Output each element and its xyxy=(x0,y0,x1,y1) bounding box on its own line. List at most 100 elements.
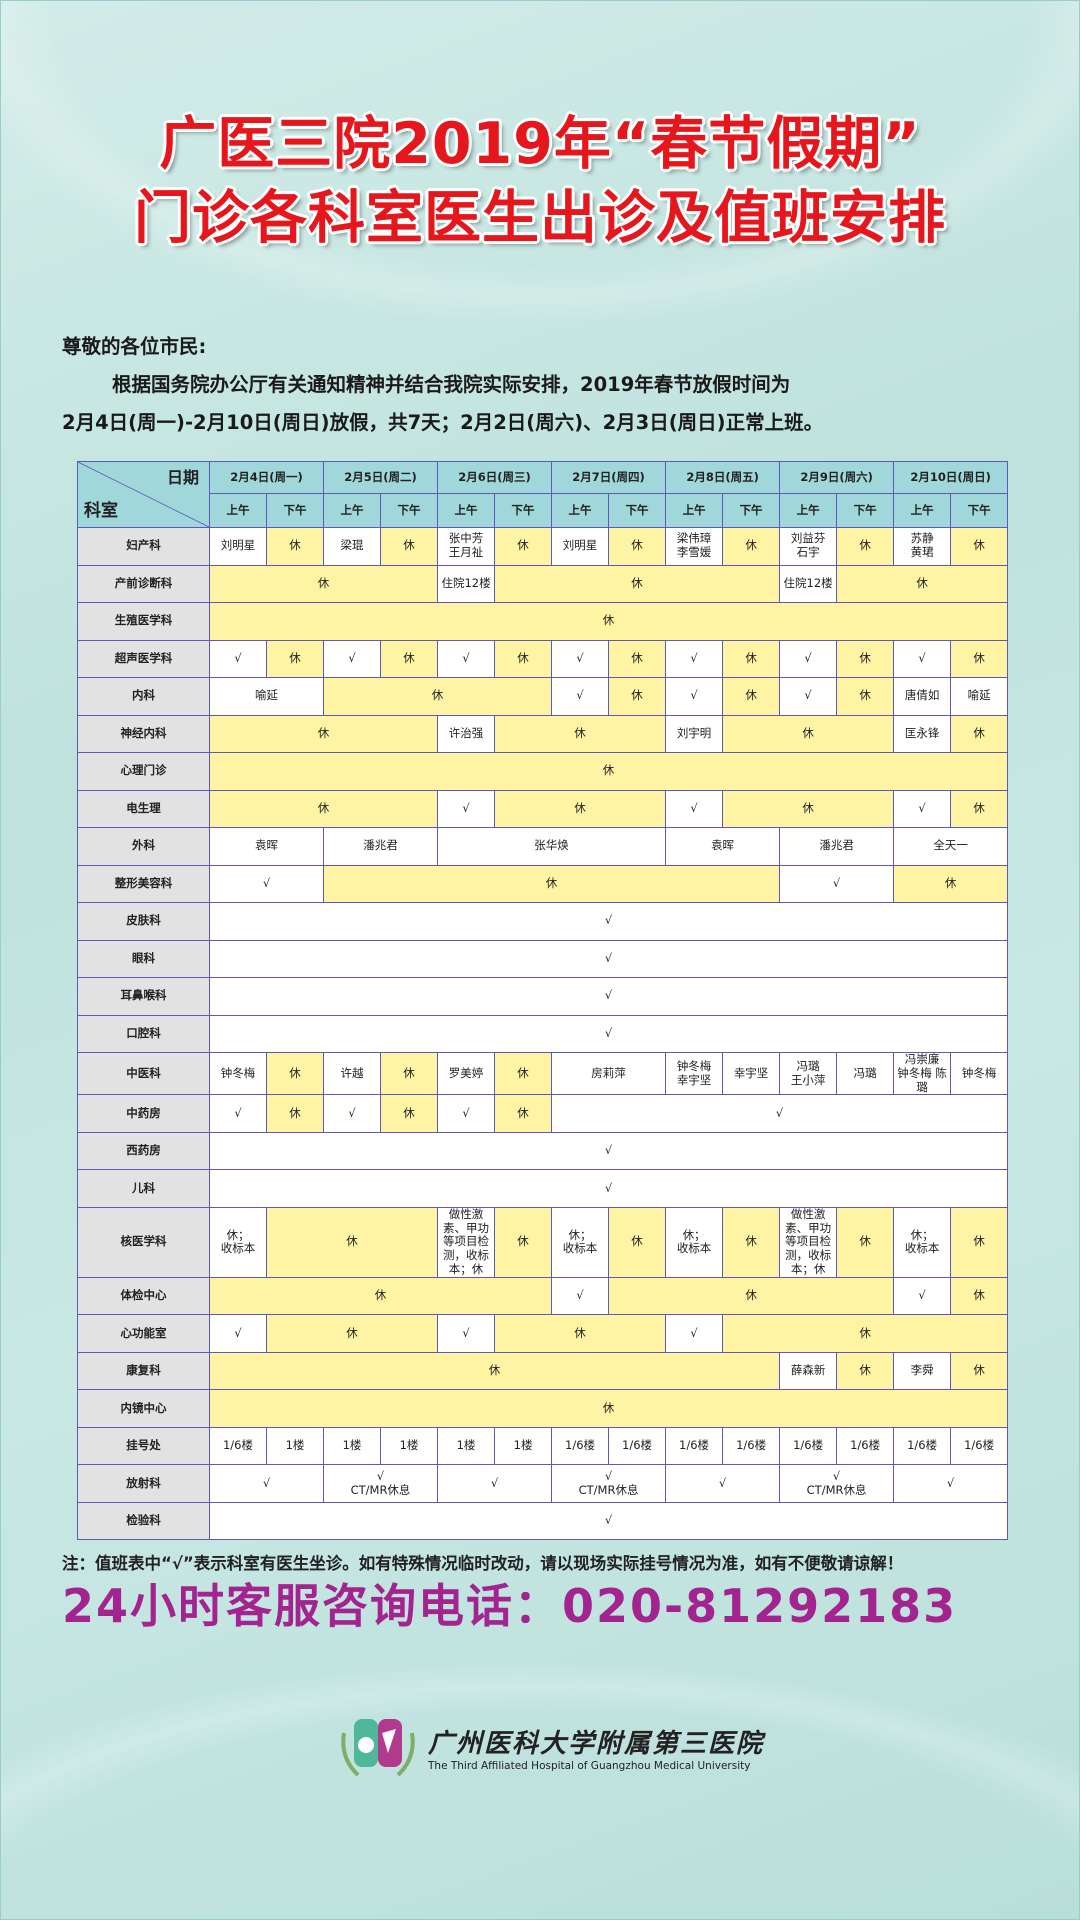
rest-cell: 休 xyxy=(494,714,667,753)
rest-cell: 休 xyxy=(208,564,439,603)
duty-cell: √ xyxy=(323,639,382,678)
table-row: 耳鼻喉科 √ xyxy=(77,977,1009,1016)
duty-cell: 休； 收标本 xyxy=(551,1206,610,1278)
table-row: 体检中心休 √ 休 √ 休 xyxy=(77,1276,1009,1316)
rest-cell: 休 xyxy=(722,714,895,753)
duty-cell: 1/6楼 xyxy=(209,1426,267,1466)
duty-cell: √ xyxy=(551,1276,610,1316)
duty-cell: √ xyxy=(779,639,838,678)
rest-cell: 休 xyxy=(494,1314,667,1353)
duty-cell: √ CT/MR休息 xyxy=(323,1464,439,1503)
dept-label: 神经内科 xyxy=(77,714,210,753)
duty-cell: 梁琨 xyxy=(323,527,382,566)
rest-cell: 休 xyxy=(494,1094,553,1133)
afternoon-header: 下午 xyxy=(608,493,667,528)
rest-cell: 休 xyxy=(950,1206,1009,1278)
table-row: 眼科 √ xyxy=(77,939,1009,978)
rest-cell: 休 xyxy=(380,639,439,678)
hotline: 24小时客服咨询电话：020-81292183 xyxy=(62,1579,958,1633)
rest-cell: 休 xyxy=(608,1206,667,1278)
rest-cell: 休 xyxy=(380,527,439,566)
duty-cell: √ xyxy=(665,639,724,678)
duty-cell: √ xyxy=(893,639,952,678)
rest-cell: 休 xyxy=(380,1051,439,1096)
duty-cell: √ xyxy=(437,639,496,678)
duty-cell: 1/6楼 xyxy=(551,1426,610,1466)
morning-header: 上午 xyxy=(209,493,267,528)
rest-cell: 休 xyxy=(265,639,325,678)
duty-cell: √ CT/MR休息 xyxy=(551,1464,667,1503)
rest-cell: 休 xyxy=(265,527,325,566)
duty-cell: √ xyxy=(209,639,267,678)
duty-cell: 1楼 xyxy=(265,1426,325,1466)
duty-cell: 匡永锋 xyxy=(893,714,952,753)
dept-label: 检验科 xyxy=(77,1501,210,1541)
rest-cell: 休 xyxy=(494,1051,553,1096)
table-row: 检验科 √ xyxy=(77,1501,1009,1541)
duty-cell: 许治强 xyxy=(437,714,496,753)
duty-cell: 潘兆君 xyxy=(323,827,439,866)
dept-label: 西药房 xyxy=(77,1131,210,1171)
day-header: 2月5日(周二) xyxy=(323,461,439,494)
dept-label: 耳鼻喉科 xyxy=(77,977,210,1016)
rest-cell: 休 xyxy=(950,639,1009,678)
rest-cell: 休 xyxy=(208,1351,781,1391)
rest-cell: 休 xyxy=(208,602,1009,641)
duty-cell: 李舜 xyxy=(893,1351,952,1391)
rest-cell: 休 xyxy=(893,864,1009,903)
rest-cell: 休 xyxy=(494,789,667,828)
duty-cell: 张中芳 王月祉 xyxy=(437,527,496,566)
rest-cell: 休 xyxy=(950,1276,1009,1316)
dept-label: 中药房 xyxy=(77,1094,210,1133)
dept-label: 康复科 xyxy=(77,1351,210,1391)
table-row: 生殖医学科休 xyxy=(77,602,1009,641)
dept-label: 电生理 xyxy=(77,789,210,828)
duty-cell: 冯璐 王小萍 xyxy=(779,1051,838,1096)
duty-cell: 1楼 xyxy=(437,1426,496,1466)
table-row: 外科 袁晖 潘兆君 张华焕 袁晖 潘兆君 全天一 xyxy=(77,827,1009,866)
duty-cell: 幸宇坚 xyxy=(722,1051,781,1096)
rest-cell: 休 xyxy=(722,527,781,566)
rest-cell: 休 xyxy=(950,714,1009,753)
rest-cell: 休 xyxy=(265,1051,325,1096)
table-row: 核医学科 休； 收标本休做性激素、甲功等项目检测，收标本；休休休； 收标本休休； … xyxy=(77,1206,1009,1278)
duty-cell: 1/6楼 xyxy=(722,1426,781,1466)
rest-cell: 休 xyxy=(265,1314,439,1353)
duty-cell: 钟冬梅 幸宇坚 xyxy=(665,1051,724,1096)
corner-header: 日期 科室 xyxy=(77,461,210,528)
duty-cell: 苏静 黄珺 xyxy=(893,527,952,566)
table-row: 心功能室 √ 休 √ 休 √ 休 xyxy=(77,1314,1009,1353)
morning-header: 上午 xyxy=(779,493,838,528)
duty-cell: 刘明星 xyxy=(551,527,610,566)
day-header: 2月6日(周三) xyxy=(437,461,553,494)
duty-cell: 钟冬梅 xyxy=(950,1051,1009,1096)
duty-cell: √ xyxy=(437,789,496,828)
morning-header: 上午 xyxy=(551,493,610,528)
dept-label: 内科 xyxy=(77,677,210,716)
duty-cell: 1/6楼 xyxy=(950,1426,1009,1466)
dept-label: 挂号处 xyxy=(77,1426,210,1466)
table-row: 西药房 √ xyxy=(77,1131,1009,1171)
duty-cell: 1楼 xyxy=(380,1426,439,1466)
table-row: 中医科 钟冬梅休许越休罗美婷休房莉萍 钟冬梅 幸宇坚 幸宇坚 冯璐 王小萍 冯璐 冯崇廉 钟… xyxy=(77,1051,1009,1096)
dept-label: 中医科 xyxy=(77,1051,210,1096)
rest-cell: 休 xyxy=(208,789,439,828)
day-header: 2月4日(周一) xyxy=(208,461,325,494)
rest-cell: 休 xyxy=(494,527,553,566)
rest-cell: 休 xyxy=(722,677,781,716)
duty-cell: 住院12楼 xyxy=(779,564,838,603)
duty-cell: 刘宇明 xyxy=(665,714,724,753)
rest-cell: 休 xyxy=(265,1094,325,1133)
day-header: 2月9日(周六) xyxy=(779,461,895,494)
duty-cell: √ xyxy=(551,639,610,678)
table-row: 皮肤科 √ xyxy=(77,902,1009,941)
duty-cell: √ xyxy=(551,1094,1009,1133)
duty-cell: 1楼 xyxy=(323,1426,382,1466)
header-row-halfday: 上午 下午 上午 下午 上午 下午 上午 下午 上午 下午 上午 下午 上午 下午 xyxy=(78,493,1009,528)
rest-cell: 休 xyxy=(494,1206,553,1278)
greeting: 尊敬的各位市民: xyxy=(62,335,207,358)
duty-cell: 1/6楼 xyxy=(665,1426,724,1466)
table-row: 超声医学科 √ 休 √ 休 √ 休 √ 休 √ 休 √ 休 √ 休 xyxy=(77,639,1009,678)
duty-cell: √ xyxy=(779,864,895,903)
duty-cell: 刘益芬 石宇 xyxy=(779,527,838,566)
